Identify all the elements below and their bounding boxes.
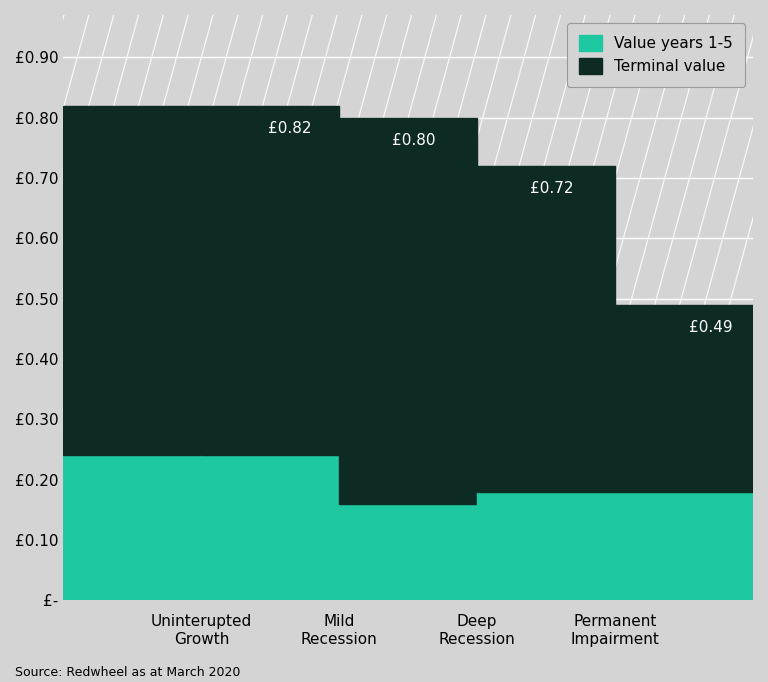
Text: £0.80: £0.80	[392, 133, 435, 148]
Text: £0.49: £0.49	[689, 320, 733, 335]
Polygon shape	[201, 456, 477, 600]
Polygon shape	[477, 492, 753, 600]
Polygon shape	[64, 456, 339, 600]
Polygon shape	[201, 117, 477, 456]
Legend: Value years 1-5, Terminal value: Value years 1-5, Terminal value	[567, 23, 746, 87]
Polygon shape	[339, 166, 615, 504]
Text: Source: Redwheel as at March 2020: Source: Redwheel as at March 2020	[15, 666, 240, 679]
Text: £0.82: £0.82	[268, 121, 312, 136]
Polygon shape	[339, 504, 615, 600]
Polygon shape	[64, 106, 339, 456]
Text: £0.72: £0.72	[530, 181, 574, 196]
Polygon shape	[477, 305, 753, 492]
